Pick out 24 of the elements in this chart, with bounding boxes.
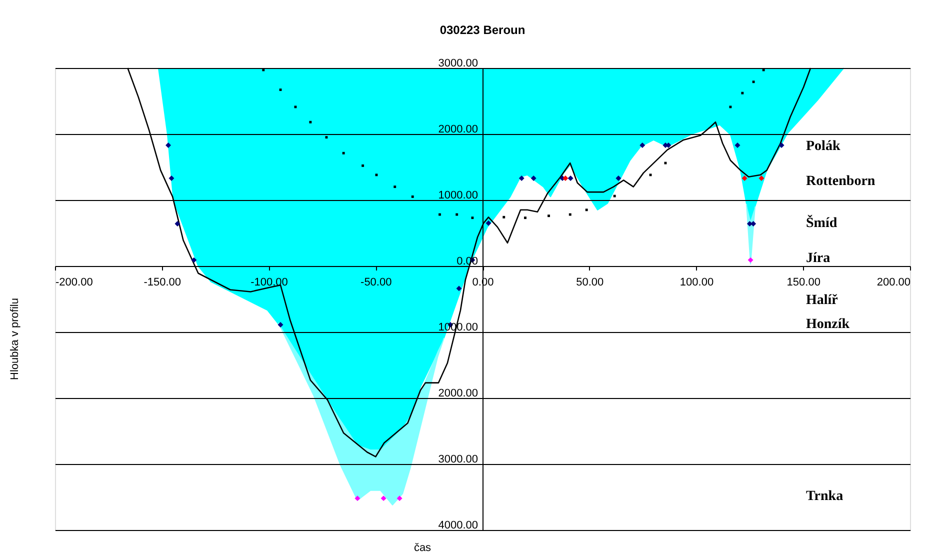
x-axis-title: čas <box>414 542 432 554</box>
x-tick-label: -50.00 <box>360 276 392 288</box>
annotation: Honzík <box>806 317 850 332</box>
annotation: Šmíd <box>806 214 838 231</box>
x-tick-label: 200.00 <box>876 276 910 288</box>
y-tick-label: 2000.00 <box>438 124 478 136</box>
annotation: Polák <box>806 139 840 154</box>
y-axis-title: Hloubka v profilu <box>9 298 21 380</box>
y-tick-label: 3000.00 <box>438 454 478 466</box>
x-tick-label: 50.00 <box>576 276 604 288</box>
y-tick-label: 1000.00 <box>438 190 478 202</box>
annotation: Trnka <box>806 489 844 504</box>
x-tick-label: -150.00 <box>144 276 182 288</box>
y-tick-label: 3000.00 <box>438 58 478 70</box>
annotation: Rottenborn <box>806 174 876 189</box>
x-tick-label: -200.00 <box>56 276 93 288</box>
chart-title: 030223 Beroun <box>440 23 526 37</box>
x-tick-label: 100.00 <box>680 276 714 288</box>
annotation: Halíř <box>806 293 838 308</box>
annotation: Jíra <box>806 251 830 266</box>
x-tick-label: 150.00 <box>786 276 820 288</box>
x-tick-label: -100.00 <box>250 276 288 288</box>
y-tick-label: 4000.00 <box>438 520 478 532</box>
y-tick-label: 2000.00 <box>438 388 478 400</box>
